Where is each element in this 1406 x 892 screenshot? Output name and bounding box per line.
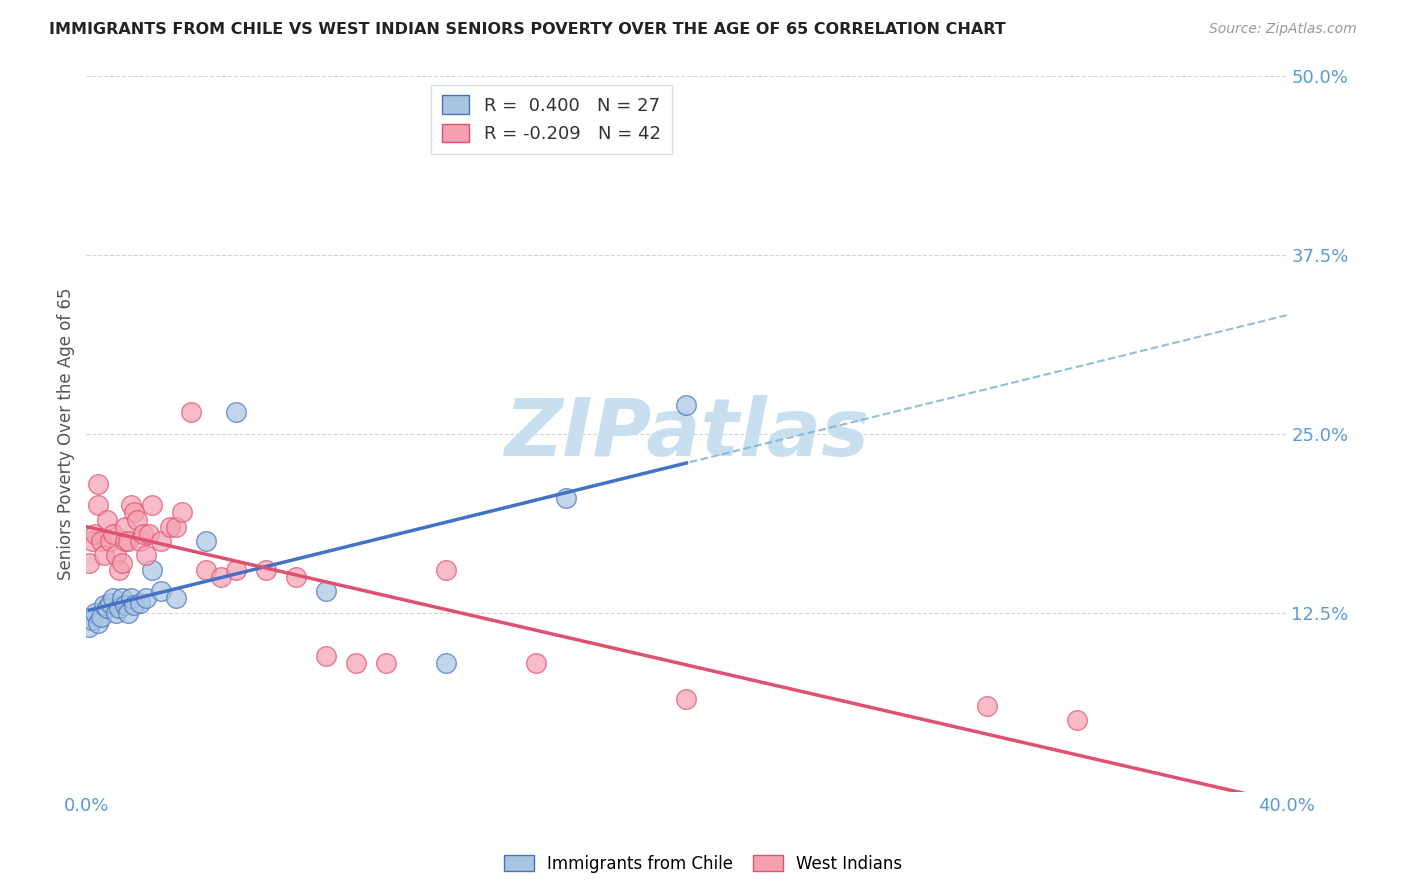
Point bbox=[93, 549, 115, 563]
Point bbox=[93, 599, 115, 613]
Point bbox=[111, 556, 134, 570]
Point bbox=[96, 512, 118, 526]
Point bbox=[87, 498, 110, 512]
Point bbox=[124, 505, 146, 519]
Y-axis label: Seniors Poverty Over the Age of 65: Seniors Poverty Over the Age of 65 bbox=[58, 287, 75, 580]
Point bbox=[150, 534, 173, 549]
Point bbox=[132, 527, 155, 541]
Point bbox=[79, 620, 101, 634]
Point bbox=[124, 599, 146, 613]
Point bbox=[165, 591, 187, 606]
Point bbox=[1066, 713, 1088, 727]
Text: IMMIGRANTS FROM CHILE VS WEST INDIAN SENIORS POVERTY OVER THE AGE OF 65 CORRELAT: IMMIGRANTS FROM CHILE VS WEST INDIAN SEN… bbox=[49, 22, 1005, 37]
Point bbox=[90, 534, 112, 549]
Point bbox=[108, 601, 131, 615]
Point bbox=[120, 498, 142, 512]
Point bbox=[114, 519, 136, 533]
Point bbox=[976, 698, 998, 713]
Point bbox=[84, 606, 107, 620]
Point bbox=[555, 491, 578, 505]
Point bbox=[141, 498, 163, 512]
Text: ZIPatlas: ZIPatlas bbox=[503, 394, 869, 473]
Point bbox=[135, 549, 157, 563]
Point bbox=[127, 512, 149, 526]
Point bbox=[87, 476, 110, 491]
Point bbox=[141, 563, 163, 577]
Point bbox=[180, 405, 202, 419]
Legend: R =  0.400   N = 27, R = -0.209   N = 42: R = 0.400 N = 27, R = -0.209 N = 42 bbox=[432, 85, 672, 154]
Point bbox=[114, 599, 136, 613]
Point bbox=[159, 519, 181, 533]
Legend: Immigrants from Chile, West Indians: Immigrants from Chile, West Indians bbox=[496, 848, 910, 880]
Point bbox=[138, 527, 160, 541]
Point bbox=[225, 563, 247, 577]
Point bbox=[98, 534, 121, 549]
Point bbox=[434, 563, 457, 577]
Point bbox=[117, 534, 139, 549]
Point bbox=[82, 613, 104, 627]
Point bbox=[675, 398, 697, 412]
Point bbox=[129, 534, 152, 549]
Point bbox=[108, 563, 131, 577]
Point bbox=[209, 570, 232, 584]
Point bbox=[90, 610, 112, 624]
Point bbox=[105, 606, 128, 620]
Point bbox=[117, 606, 139, 620]
Point bbox=[111, 591, 134, 606]
Point bbox=[675, 691, 697, 706]
Point bbox=[254, 563, 277, 577]
Point bbox=[315, 584, 337, 599]
Point bbox=[434, 656, 457, 670]
Point bbox=[135, 591, 157, 606]
Point bbox=[195, 563, 218, 577]
Point bbox=[129, 596, 152, 610]
Text: Source: ZipAtlas.com: Source: ZipAtlas.com bbox=[1209, 22, 1357, 37]
Point bbox=[285, 570, 308, 584]
Point bbox=[87, 615, 110, 630]
Point bbox=[344, 656, 367, 670]
Point bbox=[79, 556, 101, 570]
Point bbox=[103, 591, 125, 606]
Point bbox=[114, 534, 136, 549]
Point bbox=[526, 656, 548, 670]
Point bbox=[375, 656, 398, 670]
Point bbox=[225, 405, 247, 419]
Point bbox=[195, 534, 218, 549]
Point bbox=[315, 648, 337, 663]
Point bbox=[82, 534, 104, 549]
Point bbox=[165, 519, 187, 533]
Point bbox=[120, 591, 142, 606]
Point bbox=[150, 584, 173, 599]
Point bbox=[98, 596, 121, 610]
Point bbox=[96, 601, 118, 615]
Point bbox=[103, 527, 125, 541]
Point bbox=[172, 505, 194, 519]
Point bbox=[84, 527, 107, 541]
Point bbox=[105, 549, 128, 563]
